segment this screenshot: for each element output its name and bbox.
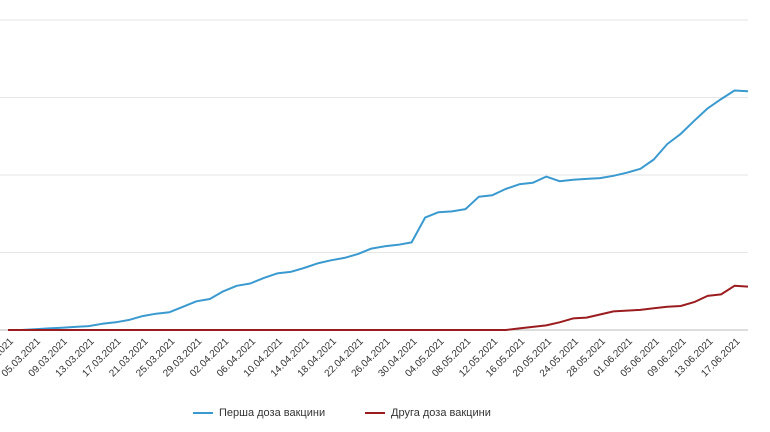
- legend-label: Друга доза вакцини: [391, 407, 491, 419]
- series-line: [8, 89, 749, 331]
- series-line: [8, 284, 749, 331]
- legend-label: Перша доза вакцини: [219, 407, 325, 419]
